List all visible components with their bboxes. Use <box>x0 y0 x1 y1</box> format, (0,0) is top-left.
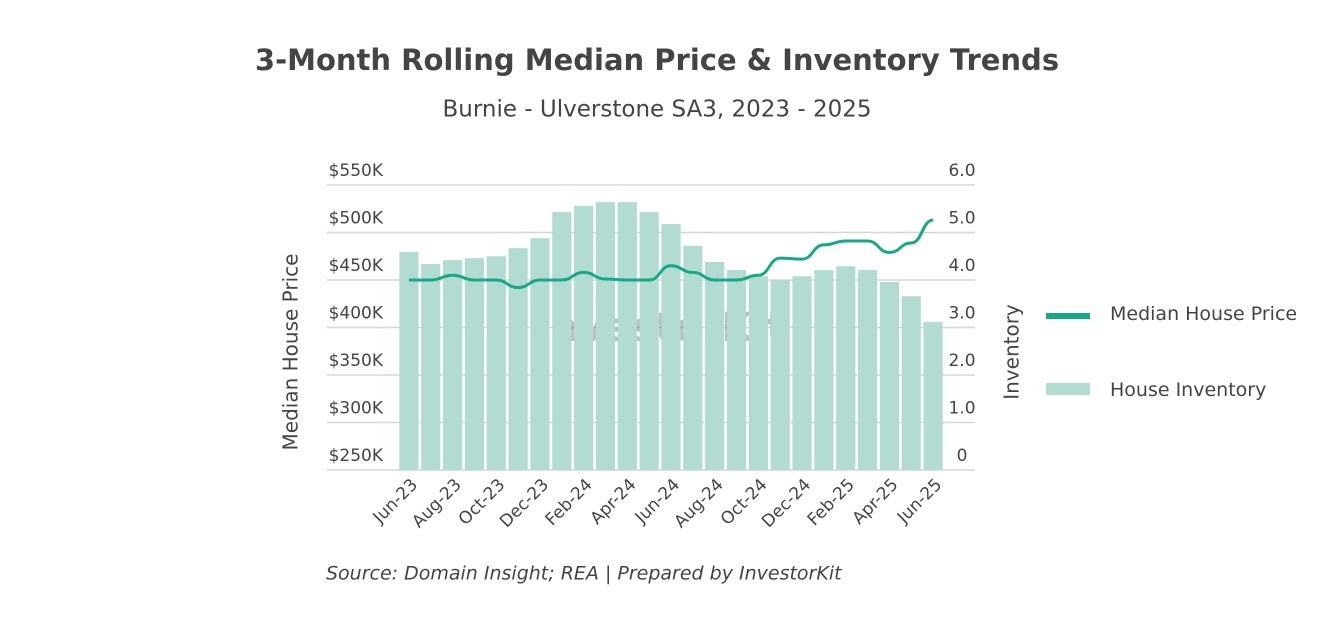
bar <box>836 266 856 470</box>
y-tick-label: $500K <box>329 209 384 229</box>
bar <box>442 260 463 470</box>
bar <box>617 202 637 470</box>
bar <box>574 205 594 470</box>
chart-title: 3-Month Rolling Median Price & Inventory… <box>255 43 1059 77</box>
bar <box>661 223 681 470</box>
line <box>408 218 934 290</box>
legend-swatch <box>1046 383 1090 395</box>
x-tick-label: Feb-25 <box>804 475 859 530</box>
bar <box>508 248 528 470</box>
bar <box>683 245 703 470</box>
bar <box>792 276 812 470</box>
bar <box>901 296 921 470</box>
y2-tick-label: 0 <box>957 446 968 466</box>
bar <box>726 270 747 470</box>
chart-subtitle: Burnie - Ulverstone SA3, 2023 - 2025 <box>442 97 871 123</box>
bar <box>464 258 485 470</box>
watermark: InvestorKit <box>535 305 786 351</box>
y2-axis-title: Inventory <box>1000 304 1024 400</box>
bar <box>595 202 616 470</box>
bar <box>552 212 572 470</box>
bar <box>639 212 659 470</box>
bar <box>530 238 550 470</box>
y-tick-label: $350K <box>329 351 384 371</box>
x-tick-label: Apr-25 <box>849 475 903 529</box>
bar <box>923 321 943 470</box>
legend-label: Median House Price <box>1110 303 1298 325</box>
bar <box>399 251 419 470</box>
y-tick-label: $450K <box>329 256 384 276</box>
x-tick-label: Apr-24 <box>587 475 641 529</box>
bar <box>770 280 790 470</box>
x-tick-label: Dec-24 <box>758 475 815 532</box>
y2-tick-label: 3.0 <box>948 304 975 324</box>
bar <box>814 270 834 470</box>
bar <box>857 270 878 470</box>
y-tick-label: $250K <box>329 446 384 466</box>
source-note: Source: Domain Insight; REA | Prepared b… <box>326 563 843 585</box>
legend-swatch <box>1046 313 1090 319</box>
bar <box>879 281 900 470</box>
x-tick-label: Aug-23 <box>408 475 465 532</box>
x-tick-label: Aug-24 <box>670 475 727 532</box>
y-tick-label: $400K <box>329 304 384 324</box>
legend-label: House Inventory <box>1110 379 1267 401</box>
y2-tick-label: 6.0 <box>948 161 975 181</box>
bar <box>486 256 506 470</box>
bar <box>748 276 768 470</box>
y-tick-label: $550K <box>329 161 384 181</box>
y2-tick-label: 5.0 <box>948 209 975 229</box>
y2-tick-label: 4.0 <box>948 256 975 276</box>
bar <box>421 263 441 470</box>
y2-tick-label: 2.0 <box>948 351 975 371</box>
y2-tick-label: 1.0 <box>948 399 975 419</box>
bar <box>705 261 725 470</box>
y-axis-title: Median House Price <box>279 254 303 451</box>
x-tick-label: Feb-24 <box>542 475 597 530</box>
x-tick-label: Jun-25 <box>893 475 946 528</box>
y-tick-label: $300K <box>329 399 384 419</box>
x-tick-label: Dec-23 <box>496 475 553 532</box>
